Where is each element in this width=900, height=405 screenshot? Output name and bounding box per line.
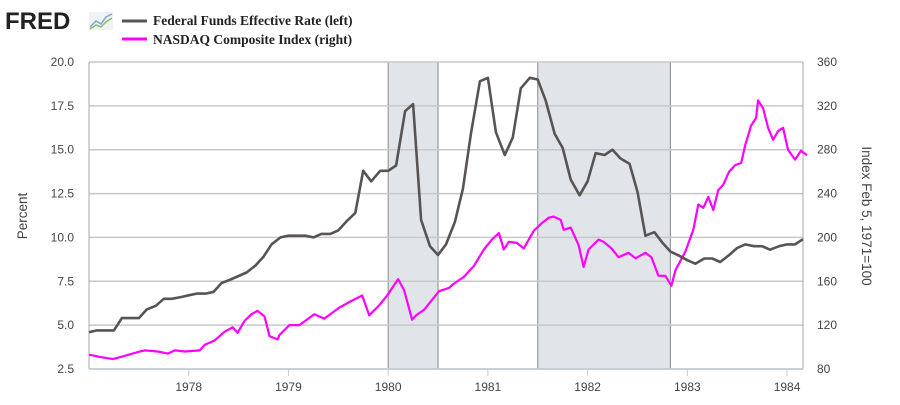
y-left-tick-label: 5.0 xyxy=(57,318,74,332)
y-right-tick-label: 160 xyxy=(817,274,837,288)
y-left-tick-label: 12.5 xyxy=(51,187,75,201)
logo-text: FRED xyxy=(5,8,70,35)
y-right-tick-label: 280 xyxy=(817,143,837,157)
y-left-tick-label: 20.0 xyxy=(51,55,75,69)
y-right-tick-label: 120 xyxy=(817,318,837,332)
line-chart-icon xyxy=(89,12,113,30)
x-tick-label: 1980 xyxy=(375,380,402,394)
y-right-tick-label: 240 xyxy=(817,187,837,201)
recession-shading xyxy=(387,62,671,369)
y-axis-left-title: Percent xyxy=(15,192,30,239)
y-left-tick-label: 2.5 xyxy=(57,362,74,376)
recession-band xyxy=(537,62,671,369)
y-left-tick-label: 17.5 xyxy=(51,99,75,113)
x-tick-label: 1978 xyxy=(175,380,202,394)
plot-frame xyxy=(88,62,804,370)
y-right-tick-label: 80 xyxy=(817,362,831,376)
x-axis: 1978 1979 1980 1981 1982 1983 1984 xyxy=(175,369,801,394)
fed-funds-line xyxy=(88,76,804,334)
series-lines xyxy=(88,76,808,361)
legend-item-nasdaq: NASDAQ Composite Index (right) xyxy=(122,32,352,47)
y-left-tick-label: 15.0 xyxy=(51,143,75,157)
y-axis-right: 80 120 160 200 240 280 320 360 xyxy=(817,55,837,376)
y-right-tick-label: 200 xyxy=(817,230,837,244)
x-tick-label: 1981 xyxy=(475,380,502,394)
legend-label-fed-funds: Federal Funds Effective Rate (left) xyxy=(153,13,352,28)
y-right-tick-label: 320 xyxy=(817,99,837,113)
y-left-tick-label: 10.0 xyxy=(51,230,75,244)
x-tick-label: 1982 xyxy=(574,380,601,394)
x-tick-label: 1984 xyxy=(774,380,801,394)
fred-logo[interactable]: FRED xyxy=(5,8,113,35)
x-tick-label: 1983 xyxy=(674,380,701,394)
y-axis-left: 2.5 5.0 7.5 10.0 12.5 15.0 17.5 20.0 xyxy=(51,55,75,376)
nasdaq-line xyxy=(88,99,808,361)
legend: Federal Funds Effective Rate (left) NASD… xyxy=(122,13,352,47)
y-left-tick-label: 7.5 xyxy=(57,274,74,288)
x-tick-label: 1979 xyxy=(275,380,302,394)
legend-item-fed-funds: Federal Funds Effective Rate (left) xyxy=(122,13,352,28)
legend-label-nasdaq: NASDAQ Composite Index (right) xyxy=(153,32,352,47)
y-axis-right-title: Index Feb 5, 1971=100 xyxy=(859,146,874,285)
y-right-tick-label: 360 xyxy=(817,55,837,69)
